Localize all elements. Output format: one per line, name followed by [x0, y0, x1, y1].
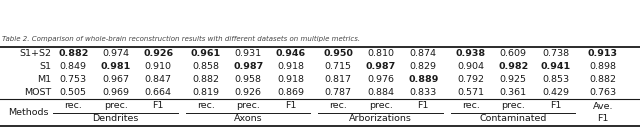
Text: 0.961: 0.961: [191, 49, 221, 58]
Text: 0.946: 0.946: [276, 49, 306, 58]
Text: 0.853: 0.853: [542, 75, 570, 84]
Text: 0.753: 0.753: [60, 75, 87, 84]
Text: 0.505: 0.505: [60, 88, 87, 97]
Text: prec.: prec.: [501, 100, 525, 110]
Text: rec.: rec.: [197, 100, 214, 110]
Text: 0.982: 0.982: [498, 62, 529, 71]
Text: 0.571: 0.571: [457, 88, 484, 97]
Text: 0.882: 0.882: [589, 75, 616, 84]
Text: F1: F1: [285, 100, 296, 110]
Text: 0.958: 0.958: [235, 75, 262, 84]
Text: 0.941: 0.941: [541, 62, 571, 71]
Text: Methods: Methods: [8, 108, 48, 117]
Text: 0.429: 0.429: [542, 88, 569, 97]
Text: 0.869: 0.869: [277, 88, 304, 97]
Text: rec.: rec.: [330, 100, 347, 110]
Text: prec.: prec.: [236, 100, 260, 110]
Text: 0.882: 0.882: [192, 75, 220, 84]
Text: 0.884: 0.884: [367, 88, 394, 97]
Text: 0.926: 0.926: [235, 88, 262, 97]
Text: 0.918: 0.918: [277, 62, 304, 71]
Text: 0.926: 0.926: [143, 49, 173, 58]
Text: Dendrites: Dendrites: [93, 114, 139, 123]
Text: 0.950: 0.950: [323, 49, 353, 58]
Text: prec.: prec.: [369, 100, 393, 110]
Text: 0.913: 0.913: [588, 49, 618, 58]
Text: 0.969: 0.969: [102, 88, 129, 97]
Text: 0.987: 0.987: [233, 62, 264, 71]
Text: 0.817: 0.817: [324, 75, 352, 84]
Text: 0.787: 0.787: [324, 88, 352, 97]
Text: 0.833: 0.833: [410, 88, 437, 97]
Text: Arborizations: Arborizations: [349, 114, 412, 123]
Text: 0.967: 0.967: [102, 75, 129, 84]
Text: 0.849: 0.849: [60, 62, 87, 71]
Text: 0.810: 0.810: [367, 49, 394, 58]
Text: 0.609: 0.609: [500, 49, 527, 58]
Text: 0.904: 0.904: [457, 62, 484, 71]
Text: 0.889: 0.889: [408, 75, 438, 84]
Text: 0.882: 0.882: [58, 49, 88, 58]
Text: 0.847: 0.847: [145, 75, 172, 84]
Text: 0.664: 0.664: [145, 88, 172, 97]
Text: rec.: rec.: [64, 100, 82, 110]
Text: 0.898: 0.898: [589, 62, 616, 71]
Text: Axons: Axons: [234, 114, 262, 123]
Text: 0.976: 0.976: [367, 75, 394, 84]
Text: M1: M1: [37, 75, 51, 84]
Text: S1+S2: S1+S2: [19, 49, 51, 58]
Text: 0.829: 0.829: [410, 62, 436, 71]
Text: 0.938: 0.938: [456, 49, 486, 58]
Text: 0.974: 0.974: [102, 49, 129, 58]
Text: 0.763: 0.763: [589, 88, 616, 97]
Text: 0.819: 0.819: [192, 88, 220, 97]
Text: F1: F1: [550, 100, 561, 110]
Text: prec.: prec.: [104, 100, 128, 110]
Text: 0.858: 0.858: [192, 62, 220, 71]
Text: 0.987: 0.987: [365, 62, 396, 71]
Text: 0.874: 0.874: [410, 49, 436, 58]
Text: Ave.
F1: Ave. F1: [593, 102, 613, 123]
Text: F1: F1: [152, 100, 164, 110]
Text: 0.361: 0.361: [500, 88, 527, 97]
Text: 0.918: 0.918: [277, 75, 304, 84]
Text: 0.792: 0.792: [457, 75, 484, 84]
Text: MOST: MOST: [24, 88, 51, 97]
Text: F1: F1: [417, 100, 429, 110]
Text: Contaminated: Contaminated: [479, 114, 547, 123]
Text: 0.931: 0.931: [235, 49, 262, 58]
Text: 0.925: 0.925: [500, 75, 527, 84]
Text: 0.910: 0.910: [145, 62, 172, 71]
Text: 0.981: 0.981: [100, 62, 131, 71]
Text: 0.715: 0.715: [324, 62, 352, 71]
Text: 0.738: 0.738: [542, 49, 570, 58]
Text: rec.: rec.: [462, 100, 480, 110]
Text: Table 2. Comparison of whole-brain reconstruction results with different dataset: Table 2. Comparison of whole-brain recon…: [2, 36, 360, 42]
Text: S1: S1: [39, 62, 51, 71]
